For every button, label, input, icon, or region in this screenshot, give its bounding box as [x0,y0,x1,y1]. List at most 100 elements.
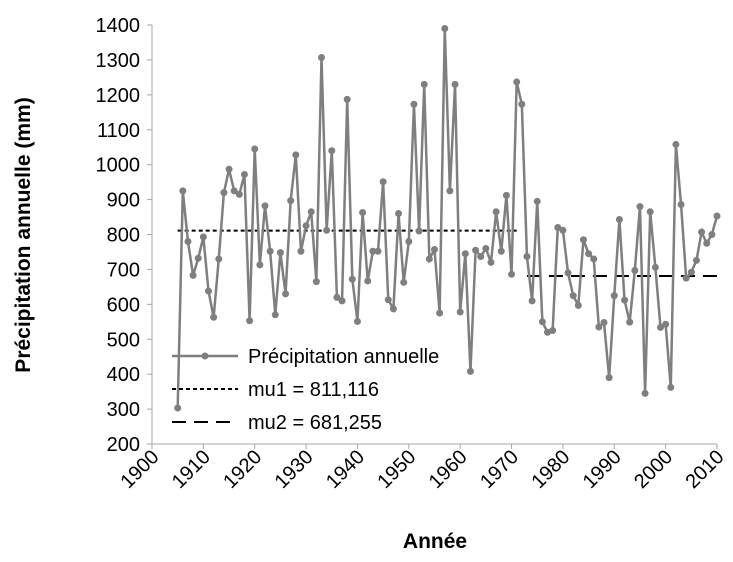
x-tick-label: 1910 [168,446,215,493]
data-point [651,263,659,271]
data-point [631,266,639,274]
x-tick-label: 1980 [527,446,574,493]
data-point [472,246,480,254]
data-point [359,209,367,217]
data-point [610,292,618,300]
data-point [235,190,243,198]
data-point [477,252,485,260]
data-point [420,80,428,88]
data-point [682,274,690,282]
legend-label: Précipitation annuelle [248,346,439,368]
data-point [513,78,521,86]
data-point [338,297,346,305]
x-tick-label: 1940 [322,446,369,493]
y-tick-label: 200 [107,434,140,456]
data-point [487,258,495,266]
y-tick-label: 500 [107,329,140,351]
data-point [554,224,562,232]
data-point [708,231,716,238]
data-point [215,255,223,263]
data-point [230,187,238,195]
data-point [703,239,711,247]
x-tick-label: 2010 [682,446,729,493]
x-tick-label: 1930 [271,446,318,493]
data-point [379,178,387,186]
data-point [384,296,392,304]
x-tick-label: 1950 [373,446,420,493]
data-point [667,383,675,391]
data-point [559,226,567,234]
data-point [287,197,295,205]
x-tick-label: 1960 [425,446,472,493]
data-point [538,318,546,326]
data-point [615,215,623,223]
data-point [456,308,464,316]
data-point [348,275,356,283]
data-point [251,145,259,153]
data-point [369,247,377,255]
data-point [194,254,202,262]
data-point [600,318,608,326]
data-point [225,165,233,173]
data-point [205,287,212,295]
x-tick-label: 1990 [579,446,626,493]
data-point [466,367,474,375]
data-point [677,200,685,208]
data-point [405,237,413,245]
data-point [415,227,423,235]
data-point [266,247,274,255]
data-point [312,278,320,286]
y-tick-label: 1100 [97,120,140,142]
data-point [518,100,526,108]
data-point [323,226,331,234]
data-point [240,170,248,178]
data-point [389,305,397,313]
x-tick-label: 1970 [476,446,523,493]
data-point [574,301,582,309]
data-point [307,208,315,216]
data-point [508,270,516,278]
data-point [271,311,279,319]
data-point [174,404,182,412]
data-point [400,278,408,286]
data-point [698,228,706,236]
data-point [431,246,438,254]
data-point [621,296,629,304]
data-point [374,247,382,255]
data-point [451,80,459,88]
data-point [657,323,664,331]
data-point [410,100,418,108]
data-point [436,309,444,317]
data-point [662,320,670,328]
data-point [579,236,587,244]
data-point [276,249,284,257]
data-point [302,222,310,230]
data-point [246,317,254,325]
data-point [210,313,218,321]
legend-label: mu2 = 681,255 [248,412,382,434]
data-point [395,210,403,218]
data-point [605,374,613,382]
legend-label: mu1 = 811,116 [248,379,379,401]
data-point [333,293,341,301]
data-point [179,187,187,195]
data-point [523,252,531,260]
data-point [590,255,598,263]
data-point [641,389,649,397]
data-point [692,256,700,264]
y-tick-label: 1400 [96,15,141,37]
y-tick-label: 900 [107,190,140,212]
y-tick-label: 1000 [96,155,141,177]
data-point [626,318,634,326]
y-axis-title: Précipitation annuelle (mm) [12,97,35,372]
data-point [533,197,541,205]
data-point [353,317,361,325]
data-point [318,53,325,61]
x-tick-label: 1920 [219,446,266,493]
data-point [425,255,433,263]
data-point [461,250,469,258]
data-point [482,244,490,252]
data-point [636,203,644,211]
x-tick-label: 2000 [630,446,677,493]
